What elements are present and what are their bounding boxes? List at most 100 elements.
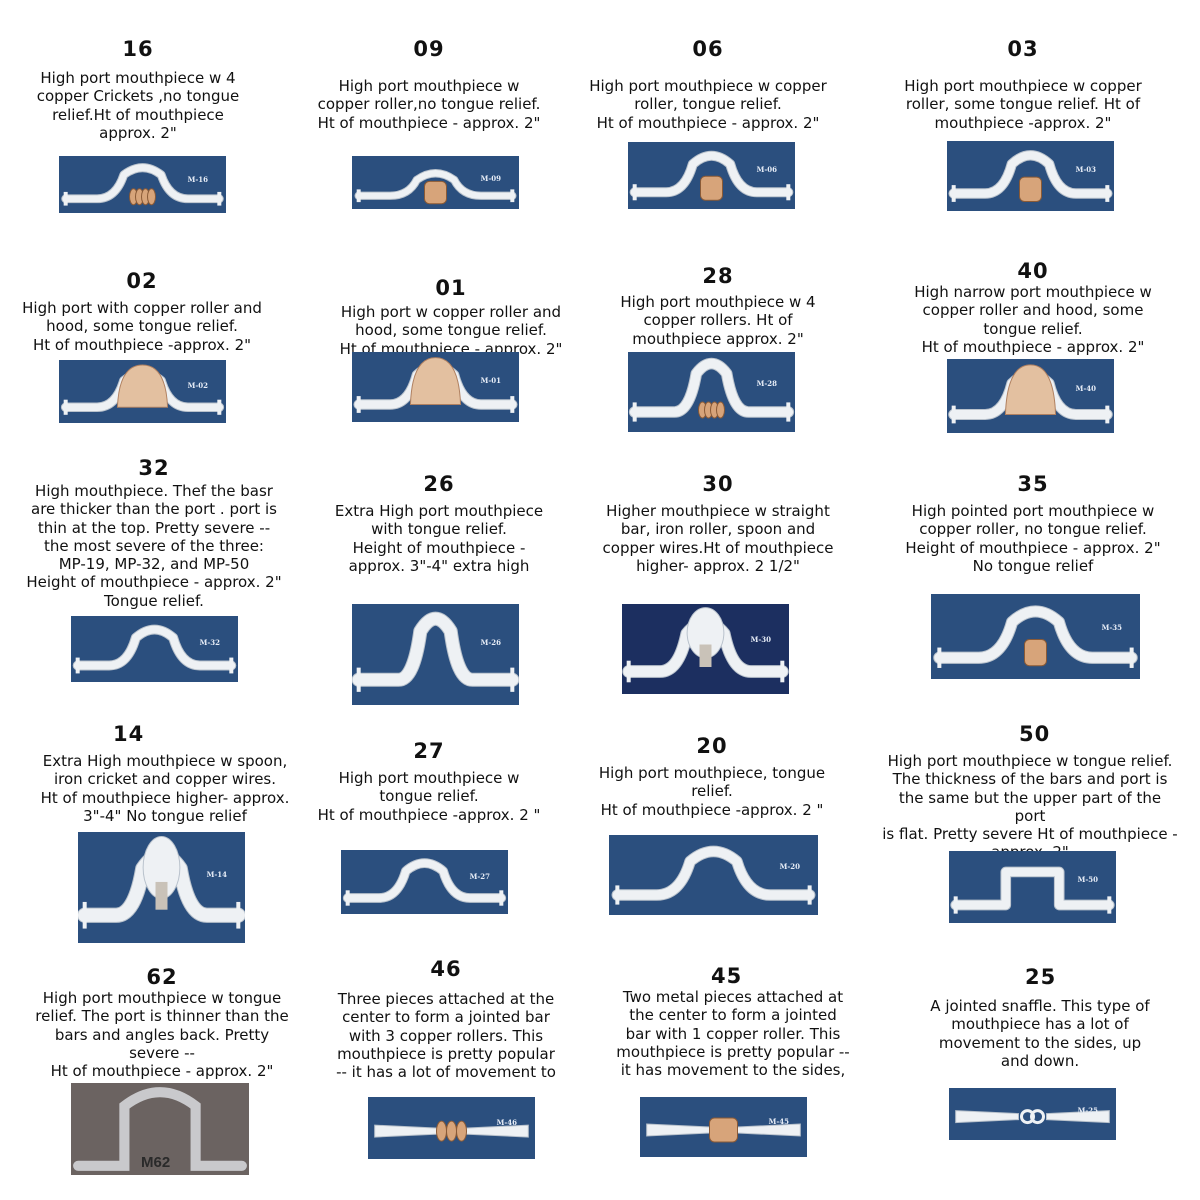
item-description: High port mouthpiece w 4 copper rollers.… [620,293,816,348]
image-label: M-46 [496,1118,517,1128]
item-description: High narrow port mouthpiece w copper rol… [914,283,1152,356]
item-01: 01 High port w copper roller and hood, s… [306,276,596,358]
mouthpiece-image: M-25 [949,1088,1116,1140]
image-label: M-14 [206,869,227,879]
mouthpiece-drawing [950,866,1115,914]
item-35: 35 High pointed port mouthpiece w copper… [888,472,1178,575]
mouthpiece-drawing [948,364,1113,424]
item-description: High port mouthpiece w tongue relief. Ht… [317,769,541,824]
mouthpiece-image: M-16 [59,156,226,213]
item-16: 16 High port mouthpiece w 4 copper Crick… [0,37,283,142]
mouthpiece-image: M-03 [947,141,1114,211]
item-description: High mouthpiece. Thef the basr are thick… [26,482,282,610]
item-number: 06 [692,37,724,61]
item-number: 16 [122,37,154,61]
item-32: 32 High mouthpiece. Thef the basr are th… [9,456,299,610]
mouthpiece-image: M62 [71,1083,249,1175]
image-label: M-35 [1101,622,1122,632]
mouthpiece-drawing [354,169,517,205]
item-description: High port mouthpiece w tongue relief. Th… [35,989,289,1081]
mouthpiece-image: M-14 [78,832,245,943]
item-06: 06 High port mouthpiece w copper roller,… [563,37,853,132]
mouthpiece-drawing [646,1117,801,1143]
item-number: 02 [126,269,158,293]
item-03: 03 High port mouthpiece w copper roller,… [878,37,1168,132]
mouthpiece-image: M-06 [628,142,795,209]
mouthpiece-drawing [622,607,789,683]
item-50: 50 High port mouthpiece w tongue relief.… [882,722,1178,862]
item-40: 40 High narrow port mouthpiece w copper … [888,259,1178,356]
image-label: M-03 [1075,164,1096,174]
image-label: M-09 [480,174,501,184]
mouthpiece-image: M-32 [71,616,238,682]
mouthpiece-drawing [374,1120,529,1142]
item-30: 30 Higher mouthpiece w straight bar, iro… [573,472,863,575]
item-number: 32 [138,456,170,480]
item-number: 30 [702,472,734,496]
item-description: High port with copper roller and hood, s… [22,299,262,354]
image-label: M-16 [187,175,208,185]
image-label: M-26 [480,638,501,648]
mouthpiece-image: M-30 [622,604,789,694]
mouthpiece-image: M-40 [947,359,1114,433]
item-02: 02 High port with copper roller and hood… [0,269,287,354]
image-label: M-40 [1075,384,1096,394]
item-46: 46 Three pieces attached at the center t… [301,957,591,1081]
item-description: High port w copper roller and hood, some… [339,303,563,358]
item-number: 28 [702,264,734,288]
item-number: 46 [430,957,462,981]
item-45: 45 Two metal pieces attached at the cent… [588,964,878,1079]
image-label: M-30 [750,634,771,644]
item-description: High pointed port mouthpiece w copper ro… [905,502,1161,575]
item-description: High port mouthpiece w 4 copper Crickets… [36,69,240,142]
image-label: M-06 [756,164,777,174]
mouthpiece-drawing [629,150,794,201]
image-label: M-28 [756,379,777,389]
image-label: M62 [141,1154,171,1171]
item-number: 03 [1007,37,1039,61]
item-description: Extra High port mouthpiece with tongue r… [334,502,544,575]
item-27: 27 High port mouthpiece w tongue relief.… [284,739,574,824]
item-number: 50 [1019,722,1051,746]
item-25: 25 A jointed snaffle. This type of mouth… [895,965,1185,1070]
image-label: M-50 [1077,875,1098,885]
item-number: 14 [113,722,145,746]
image-label: M-32 [199,638,220,648]
item-description: Higher mouthpiece w straight bar, iron r… [602,502,834,575]
image-label: M-45 [768,1117,789,1127]
image-label: M-01 [480,375,501,385]
item-14: 14 Extra High mouthpiece w spoon, iron c… [20,722,310,825]
mouthpiece-drawing [611,845,816,905]
item-26: 26 Extra High port mouthpiece with tongu… [294,472,584,575]
mouthpiece-image: M-20 [609,835,818,915]
item-number: 01 [435,276,467,300]
mouthpiece-image: M-45 [640,1097,807,1157]
item-28: 28 High port mouthpiece w 4 copper rolle… [573,264,863,348]
mouthpiece-drawing [78,835,245,929]
item-number: 25 [1025,965,1057,989]
item-description: Two metal pieces attached at the center … [616,988,850,1080]
mouthpiece-image: M-26 [352,604,519,705]
image-label: M-25 [1077,1105,1098,1115]
item-description: High port mouthpiece, tongue relief. Ht … [598,764,826,819]
item-description: High port mouthpiece w copper roller, so… [904,77,1142,132]
mouthpiece-image: M-27 [341,850,508,914]
mouthpiece-image: M-01 [352,352,519,422]
mouthpiece-drawing [72,624,237,674]
item-description: High port mouthpiece w copper roller,no … [317,77,541,132]
mouthpiece-image: M-28 [628,352,795,432]
item-number: 27 [413,739,445,763]
item-20: 20 High port mouthpiece, tongue relief. … [567,734,857,819]
item-number: 35 [1017,472,1049,496]
item-description: A jointed snaffle. This type of mouthpie… [930,997,1150,1070]
mouthpiece-drawing [933,605,1138,668]
mouthpiece-image: M-09 [352,156,519,209]
item-description: Three pieces attached at the center to f… [336,990,556,1082]
mouthpiece-drawing [628,357,795,422]
item-09: 09 High port mouthpiece w copper roller,… [284,37,574,132]
item-number: 45 [711,964,743,988]
mouthpiece-drawing [948,150,1113,202]
mouthpiece-image: M-35 [931,594,1140,679]
mouthpiece-image: M-46 [368,1097,535,1159]
item-description: Extra High mouthpiece w spoon, iron cric… [40,752,290,825]
